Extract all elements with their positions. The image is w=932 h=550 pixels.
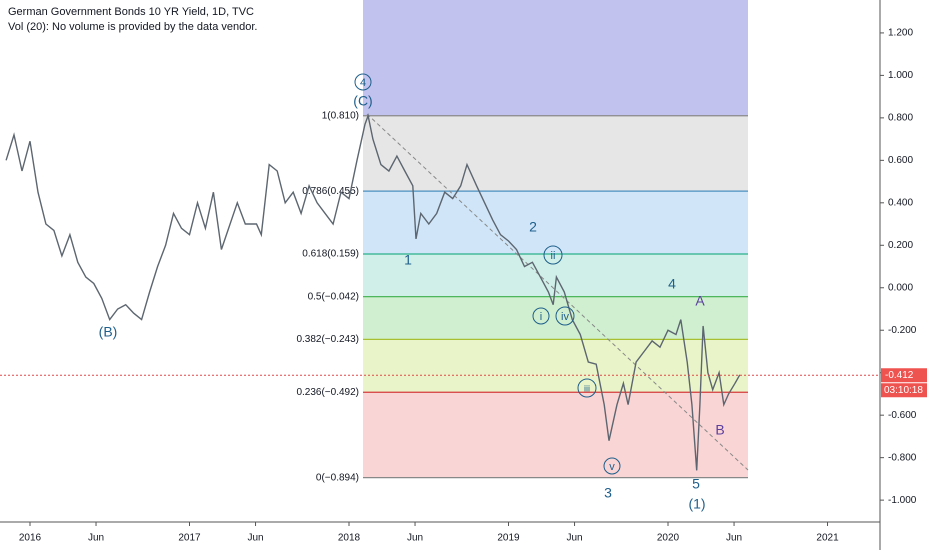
wave-label: 4	[360, 77, 366, 89]
chart-title: German Government Bonds 10 YR Yield, 1D,…	[8, 6, 254, 18]
wave-label: (1)	[688, 496, 705, 512]
fib-bands	[363, 0, 748, 479]
y-tick-label: 0.800	[888, 113, 913, 124]
wave-label: ii	[551, 250, 556, 262]
wave-label: 2	[529, 219, 537, 235]
y-tick-label: 0.200	[888, 240, 913, 251]
x-tick-label: 2018	[338, 533, 361, 544]
price-line	[5, 113, 741, 471]
wave-label: iv	[561, 311, 569, 323]
fib-label: 0.382(−0.243)	[296, 334, 359, 345]
x-tick-label: Jun	[566, 533, 582, 544]
x-tick-label: Jun	[726, 533, 742, 544]
wave-circle	[354, 73, 372, 91]
last-price-label: -0.412	[885, 370, 914, 381]
wave-circle	[603, 457, 621, 475]
x-tick-label: 2020	[657, 533, 680, 544]
x-tick-label: Jun	[88, 533, 104, 544]
y-tick-label: 0.600	[888, 155, 913, 166]
chart-subtitle: Vol (20): No volume is provided by the d…	[8, 21, 257, 33]
wave-label: A	[695, 293, 705, 309]
wave-circle	[577, 378, 597, 398]
x-tick-label: 2019	[497, 533, 520, 544]
fib-label: 0(−0.894)	[316, 472, 359, 483]
fib-band	[363, 0, 748, 116]
wave-label: iii	[584, 383, 590, 393]
fib-band	[363, 115, 748, 192]
y-tick-label: -0.200	[888, 325, 917, 336]
y-tick-label: 1.000	[888, 70, 913, 81]
fib-label: 0.618(0.159)	[302, 249, 359, 260]
y-tick-label: 0.400	[888, 197, 913, 208]
wave-circle	[532, 307, 550, 325]
y-tick-label: 0.000	[888, 282, 913, 293]
x-tick-label: Jun	[407, 533, 423, 544]
y-tick-label: 1.200	[888, 28, 913, 39]
y-tick-label: -0.800	[888, 452, 917, 463]
fib-band	[363, 191, 748, 254]
fib-label: 0.786(0.455)	[302, 186, 359, 197]
wave-circle	[555, 306, 575, 326]
wave-label: (B)	[99, 324, 118, 340]
x-tick-label: Jun	[247, 533, 263, 544]
wave-circle	[543, 245, 563, 265]
wave-label: B	[715, 422, 724, 438]
wave-label: i	[540, 311, 542, 323]
y-tick-label: -1.000	[888, 495, 917, 506]
fib-label: 0.236(−0.492)	[296, 387, 359, 398]
x-tick-label: 2017	[178, 533, 201, 544]
trend-line	[366, 113, 749, 471]
x-tick-label: 2016	[19, 533, 42, 544]
fib-band	[363, 296, 748, 340]
wave-label: 5	[692, 476, 700, 492]
wave-label: 4	[668, 276, 676, 292]
fib-band	[363, 339, 748, 393]
wave-label: 3	[604, 485, 612, 501]
countdown-label: 03:10:18	[884, 385, 923, 396]
fib-band	[363, 392, 748, 478]
x-tick-label: 2021	[816, 533, 839, 544]
y-tick-label: -0.600	[888, 410, 917, 421]
wave-label: v	[609, 461, 615, 473]
fib-label: 1(0.810)	[322, 110, 359, 121]
wave-label: (C)	[353, 93, 372, 109]
countdown-box	[881, 383, 927, 398]
last-price-box	[881, 368, 927, 383]
wave-label: 1	[404, 252, 412, 268]
fib-label: 0.5(−0.042)	[308, 291, 359, 302]
